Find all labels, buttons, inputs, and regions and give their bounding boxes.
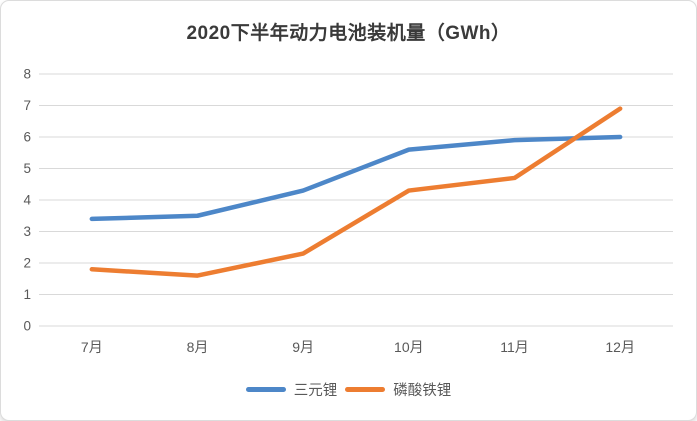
y-tick-label: 4 [23, 193, 31, 208]
y-tick-label: 1 [23, 287, 31, 302]
y-tick-label: 3 [23, 224, 31, 239]
y-tick-label: 2 [23, 256, 31, 271]
y-tick-label: 0 [23, 319, 31, 334]
legend-line-swatch-blue [245, 387, 286, 392]
y-tick-label: 7 [23, 98, 31, 113]
series-line-1 [89, 134, 623, 222]
y-tick-label: 5 [23, 161, 31, 176]
series-line-2 [89, 106, 623, 278]
chart-legend: 三元锂 磷酸铁锂 [1, 379, 696, 400]
legend-line-swatch-orange [345, 387, 386, 392]
x-tick-label: 8月 [187, 339, 209, 355]
x-tick-label: 9月 [292, 339, 314, 355]
y-tick-label: 8 [23, 67, 31, 82]
x-tick-label: 7月 [81, 339, 103, 355]
x-tick-label: 10月 [394, 339, 424, 355]
legend-label-linsuantieli: 磷酸铁锂 [393, 383, 452, 399]
legend-label-sanyuanli: 三元锂 [293, 383, 338, 399]
x-tick-label: 12月 [605, 339, 635, 355]
y-tick-label: 6 [23, 130, 31, 145]
legend-item-sanyuanli: 三元锂 [245, 379, 338, 400]
chart-title: 2020下半年动力电池装机量（GWh） [186, 23, 511, 44]
x-tick-label: 11月 [500, 339, 529, 355]
legend-item-linsuantieli: 磷酸铁锂 [345, 379, 451, 400]
